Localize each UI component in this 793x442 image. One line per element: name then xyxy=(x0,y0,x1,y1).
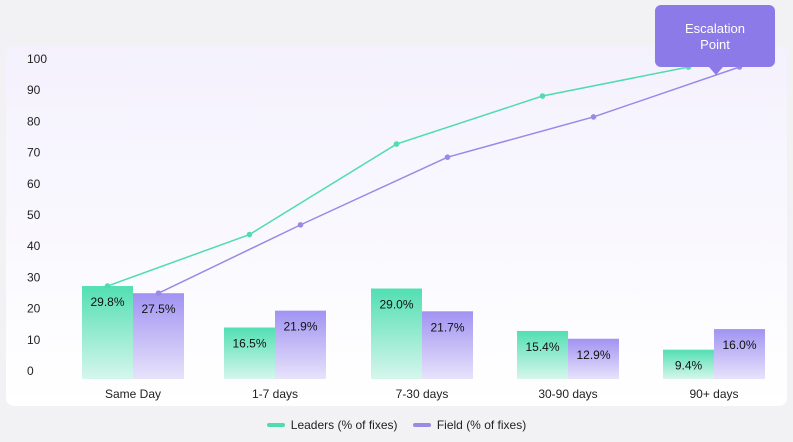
bar-label-leaders-3: 15.4% xyxy=(525,340,559,354)
y-tick-label-60: 60 xyxy=(27,177,41,191)
x-tick-label-1: 1-7 days xyxy=(252,387,298,401)
escalation-point-callout: Escalation Point xyxy=(655,5,775,75)
legend-label-field: Field (% of fixes) xyxy=(436,418,527,432)
annotation-text: Escalation Point xyxy=(685,21,745,52)
bar-field-1 xyxy=(275,310,326,379)
x-tick-label-3: 30-90 days xyxy=(538,387,597,401)
bar-leaders-2 xyxy=(371,288,422,379)
y-tick-label-50: 50 xyxy=(27,208,41,222)
legend-swatch-field xyxy=(412,422,431,427)
point-leaders-1 xyxy=(246,231,253,238)
bar-field-4 xyxy=(714,329,765,379)
y-tick-label-10: 10 xyxy=(27,333,41,347)
bar-label-field-4: 16.0% xyxy=(722,338,756,352)
x-tick-label-0: Same Day xyxy=(105,387,161,401)
point-field-1 xyxy=(297,222,304,228)
bar-label-field-2: 21.7% xyxy=(430,320,464,334)
y-tick-label-20: 20 xyxy=(27,302,41,316)
y-tick-label-30: 30 xyxy=(27,270,41,284)
point-leaders-2 xyxy=(393,141,400,147)
y-tick-label-40: 40 xyxy=(27,239,41,253)
y-tick-label-0: 0 xyxy=(27,364,34,378)
point-field-3 xyxy=(590,114,597,120)
point-field-2 xyxy=(444,154,451,160)
bar-label-leaders-0: 29.8% xyxy=(90,295,124,309)
point-field-0 xyxy=(155,290,162,297)
bar-label-leaders-4: 9.4% xyxy=(675,359,703,373)
bar-leaders-0 xyxy=(82,286,133,379)
point-leaders-3 xyxy=(539,93,546,99)
plot-background xyxy=(6,46,787,406)
callout-tail xyxy=(709,67,723,75)
point-leaders-0 xyxy=(104,283,111,289)
legend-item-leaders: Leaders (% of fixes) xyxy=(266,418,398,432)
x-tick-label-2: 7-30 days xyxy=(396,387,449,401)
legend: Leaders (% of fixes) Field (% of fixes) xyxy=(0,418,793,432)
y-tick-label-70: 70 xyxy=(27,146,41,160)
bar-leaders-4 xyxy=(663,349,714,379)
bar-label-field-1: 21.9% xyxy=(283,320,317,334)
bar-label-field-3: 12.9% xyxy=(576,348,610,362)
x-tick-label-4: 90+ days xyxy=(689,387,738,401)
bar-label-leaders-2: 29.0% xyxy=(379,298,413,312)
legend-swatch-leaders xyxy=(266,422,285,427)
bar-label-leaders-1: 16.5% xyxy=(232,337,266,351)
bar-field-2 xyxy=(422,311,473,379)
legend-item-field: Field (% of fixes) xyxy=(412,418,527,432)
bar-leaders-1 xyxy=(224,327,275,379)
bar-label-field-0: 27.5% xyxy=(141,302,175,316)
y-tick-label-100: 100 xyxy=(27,52,47,66)
y-tick-label-90: 90 xyxy=(27,83,41,97)
legend-label-leaders: Leaders (% of fixes) xyxy=(290,418,398,432)
y-tick-label-80: 80 xyxy=(27,114,41,128)
bar-field-0 xyxy=(133,293,184,379)
bar-field-3 xyxy=(568,338,619,379)
bar-leaders-3 xyxy=(517,330,568,379)
